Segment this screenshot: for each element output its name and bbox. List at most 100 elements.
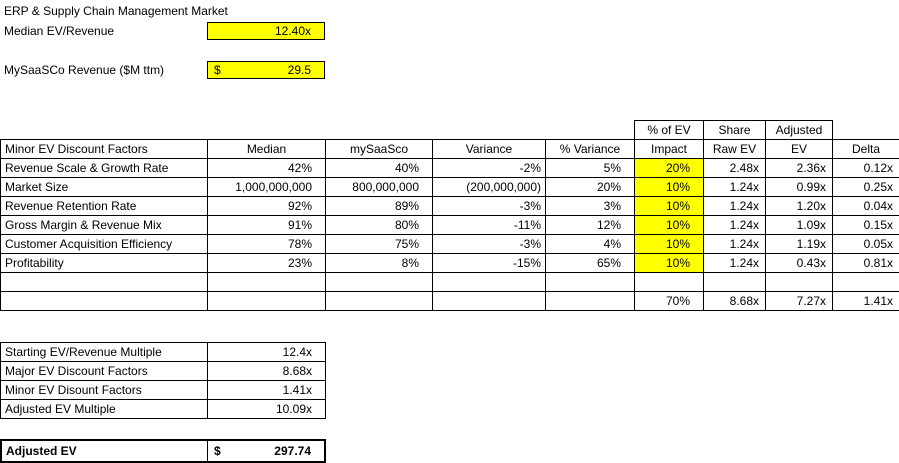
median-ev-revenue-cell[interactable]: 12.40x — [207, 22, 325, 40]
total-share-raw-ev[interactable]: 8.68x — [703, 291, 766, 311]
cell-pct-variance[interactable]: 4% — [545, 234, 635, 254]
cell-factor-label[interactable]: Gross Margin & Revenue Mix — [0, 215, 208, 235]
summary-row: Minor EV Disount Factors 1.41x — [0, 380, 326, 400]
cell-mysaasco[interactable]: 75% — [325, 234, 433, 254]
empty-cell[interactable] — [545, 291, 635, 311]
cell-pct-variance[interactable]: 3% — [545, 196, 635, 216]
cell-variance[interactable]: -3% — [432, 196, 546, 216]
header-pct-variance[interactable]: % Variance — [545, 139, 635, 159]
mysaasco-revenue-label[interactable]: MySaaSCo Revenue ($M ttm) — [4, 63, 165, 77]
summary-label[interactable]: Minor EV Disount Factors — [0, 380, 208, 400]
cell-median[interactable]: 91% — [207, 215, 326, 235]
empty-cell[interactable] — [634, 272, 704, 292]
empty-cell[interactable] — [325, 272, 433, 292]
cell-variance[interactable]: -11% — [432, 215, 546, 235]
cell-share-raw-ev[interactable]: 1.24x — [703, 177, 766, 197]
cell-median[interactable]: 1,000,000,000 — [207, 177, 326, 197]
empty-cell[interactable] — [703, 272, 766, 292]
cell-delta[interactable]: 0.15x — [832, 215, 899, 235]
cell-pct-variance[interactable]: 20% — [545, 177, 635, 197]
cell-delta[interactable]: 0.04x — [832, 196, 899, 216]
header-ev[interactable]: EV — [765, 139, 833, 159]
empty-cell[interactable] — [432, 291, 546, 311]
cell-factor-label[interactable]: Profitability — [0, 253, 208, 273]
cell-delta[interactable]: 0.05x — [832, 234, 899, 254]
cell-adjusted-ev[interactable]: 1.19x — [765, 234, 833, 254]
cell-adjusted-ev[interactable]: 1.20x — [765, 196, 833, 216]
header-adjusted[interactable]: Adjusted — [765, 120, 833, 140]
empty-cell[interactable] — [325, 291, 433, 311]
empty-cell[interactable] — [765, 272, 833, 292]
empty-cell[interactable] — [0, 291, 208, 311]
cell-mysaasco[interactable]: 8% — [325, 253, 433, 273]
summary-value[interactable]: 10.09x — [207, 399, 326, 419]
cell-variance[interactable]: -3% — [432, 234, 546, 254]
adjusted-ev-label[interactable]: Adjusted EV — [2, 441, 208, 461]
sheet-title[interactable]: ERP & Supply Chain Management Market — [4, 4, 228, 18]
cell-adjusted-ev[interactable]: 0.43x — [765, 253, 833, 273]
cell-adjusted-ev[interactable]: 1.09x — [765, 215, 833, 235]
empty-cell[interactable] — [432, 272, 546, 292]
summary-label[interactable]: Major EV Discount Factors — [0, 361, 208, 381]
cell-median[interactable]: 23% — [207, 253, 326, 273]
cell-share-raw-ev[interactable]: 1.24x — [703, 196, 766, 216]
header-share[interactable]: Share — [703, 120, 766, 140]
cell-delta[interactable]: 0.25x — [832, 177, 899, 197]
summary-value[interactable]: 12.4x — [207, 342, 326, 362]
cell-adjusted-ev[interactable]: 2.36x — [765, 158, 833, 178]
empty-cell[interactable] — [207, 291, 326, 311]
cell-share-raw-ev[interactable]: 1.24x — [703, 234, 766, 254]
cell-mysaasco[interactable]: 40% — [325, 158, 433, 178]
cell-pct-variance[interactable]: 5% — [545, 158, 635, 178]
cell-median[interactable]: 92% — [207, 196, 326, 216]
cell-variance[interactable]: -2% — [432, 158, 546, 178]
cell-ev-impact[interactable]: 10% — [634, 196, 704, 216]
summary-label[interactable]: Adjusted EV Multiple — [0, 399, 208, 419]
cell-share-raw-ev[interactable]: 2.48x — [703, 158, 766, 178]
empty-cell[interactable] — [0, 272, 208, 292]
mysaasco-revenue-cell[interactable]: $ 29.5 — [207, 61, 325, 79]
cell-factor-label[interactable]: Revenue Retention Rate — [0, 196, 208, 216]
header-pct-of-ev[interactable]: % of EV — [634, 120, 704, 140]
cell-pct-variance[interactable]: 65% — [545, 253, 635, 273]
empty-cell[interactable] — [545, 272, 635, 292]
summary-value[interactable]: 1.41x — [207, 380, 326, 400]
cell-delta[interactable]: 0.81x — [832, 253, 899, 273]
cell-factor-label[interactable]: Customer Acquisition Efficiency — [0, 234, 208, 254]
cell-pct-variance[interactable]: 12% — [545, 215, 635, 235]
cell-median[interactable]: 42% — [207, 158, 326, 178]
adjusted-ev-value-cell[interactable]: $ 297.74 — [208, 441, 324, 461]
empty-cell[interactable] — [207, 272, 326, 292]
total-adjusted-ev[interactable]: 7.27x — [765, 291, 833, 311]
cell-mysaasco[interactable]: 800,000,000 — [325, 177, 433, 197]
cell-share-raw-ev[interactable]: 1.24x — [703, 215, 766, 235]
cell-mysaasco[interactable]: 80% — [325, 215, 433, 235]
cell-ev-impact[interactable]: 10% — [634, 253, 704, 273]
header-delta[interactable]: Delta — [832, 139, 899, 159]
cell-median[interactable]: 78% — [207, 234, 326, 254]
header-impact[interactable]: Impact — [634, 139, 704, 159]
cell-adjusted-ev[interactable]: 0.99x — [765, 177, 833, 197]
cell-ev-impact[interactable]: 10% — [634, 215, 704, 235]
total-ev-impact[interactable]: 70% — [634, 291, 704, 311]
cell-factor-label[interactable]: Market Size — [0, 177, 208, 197]
median-ev-revenue-label[interactable]: Median EV/Revenue — [4, 24, 115, 38]
summary-value[interactable]: 8.68x — [207, 361, 326, 381]
cell-variance[interactable]: (200,000,000) — [432, 177, 546, 197]
empty-cell[interactable] — [832, 272, 899, 292]
header-raw-ev[interactable]: Raw EV — [703, 139, 766, 159]
total-delta[interactable]: 1.41x — [832, 291, 899, 311]
cell-delta[interactable]: 0.12x — [832, 158, 899, 178]
header-factors-label[interactable]: Minor EV Discount Factors — [0, 139, 208, 159]
cell-ev-impact[interactable]: 20% — [634, 158, 704, 178]
cell-mysaasco[interactable]: 89% — [325, 196, 433, 216]
cell-ev-impact[interactable]: 10% — [634, 234, 704, 254]
cell-factor-label[interactable]: Revenue Scale & Growth Rate — [0, 158, 208, 178]
header-variance[interactable]: Variance — [432, 139, 546, 159]
cell-variance[interactable]: -15% — [432, 253, 546, 273]
cell-share-raw-ev[interactable]: 1.24x — [703, 253, 766, 273]
cell-ev-impact[interactable]: 10% — [634, 177, 704, 197]
header-mysaasco[interactable]: mySaaSco — [325, 139, 433, 159]
summary-label[interactable]: Starting EV/Revenue Multiple — [0, 342, 208, 362]
header-median[interactable]: Median — [207, 139, 326, 159]
